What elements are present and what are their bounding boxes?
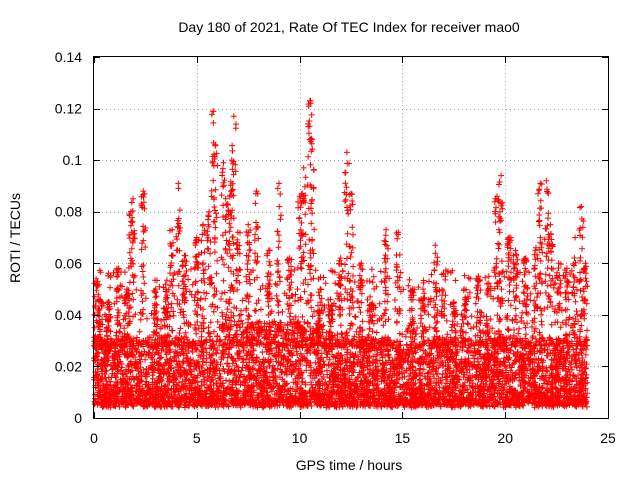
data-point <box>521 384 528 391</box>
data-point <box>156 355 163 362</box>
data-point <box>442 384 449 390</box>
data-point <box>528 386 535 393</box>
data-point <box>267 373 273 380</box>
data-point <box>417 372 424 379</box>
data-point <box>444 380 451 387</box>
data-point <box>285 347 292 354</box>
data-point <box>322 379 329 385</box>
data-point <box>149 372 156 379</box>
data-point <box>538 356 545 363</box>
data-point <box>295 318 302 325</box>
data-point <box>356 369 363 376</box>
data-point <box>240 359 247 366</box>
data-point <box>271 318 278 325</box>
data-point <box>226 378 233 385</box>
data-point <box>240 356 247 363</box>
data-point <box>167 346 174 353</box>
data-point <box>329 351 336 358</box>
data-point <box>278 319 284 326</box>
data-point <box>507 383 513 390</box>
data-point <box>436 384 443 391</box>
data-point <box>182 377 189 383</box>
data-point <box>117 367 124 374</box>
data-point <box>406 372 413 379</box>
data-point <box>199 358 206 365</box>
data-point <box>121 351 128 358</box>
data-point <box>223 377 230 384</box>
data-point <box>253 354 260 361</box>
chart-title: Day 180 of 2021, Rate Of TEC Index for r… <box>178 19 520 35</box>
data-point <box>510 360 517 367</box>
data-point <box>294 352 301 358</box>
data-point <box>359 372 366 379</box>
data-point <box>544 381 551 388</box>
data-points <box>91 97 591 411</box>
data-point <box>532 335 539 342</box>
data-point <box>212 372 218 379</box>
data-point <box>582 351 589 358</box>
